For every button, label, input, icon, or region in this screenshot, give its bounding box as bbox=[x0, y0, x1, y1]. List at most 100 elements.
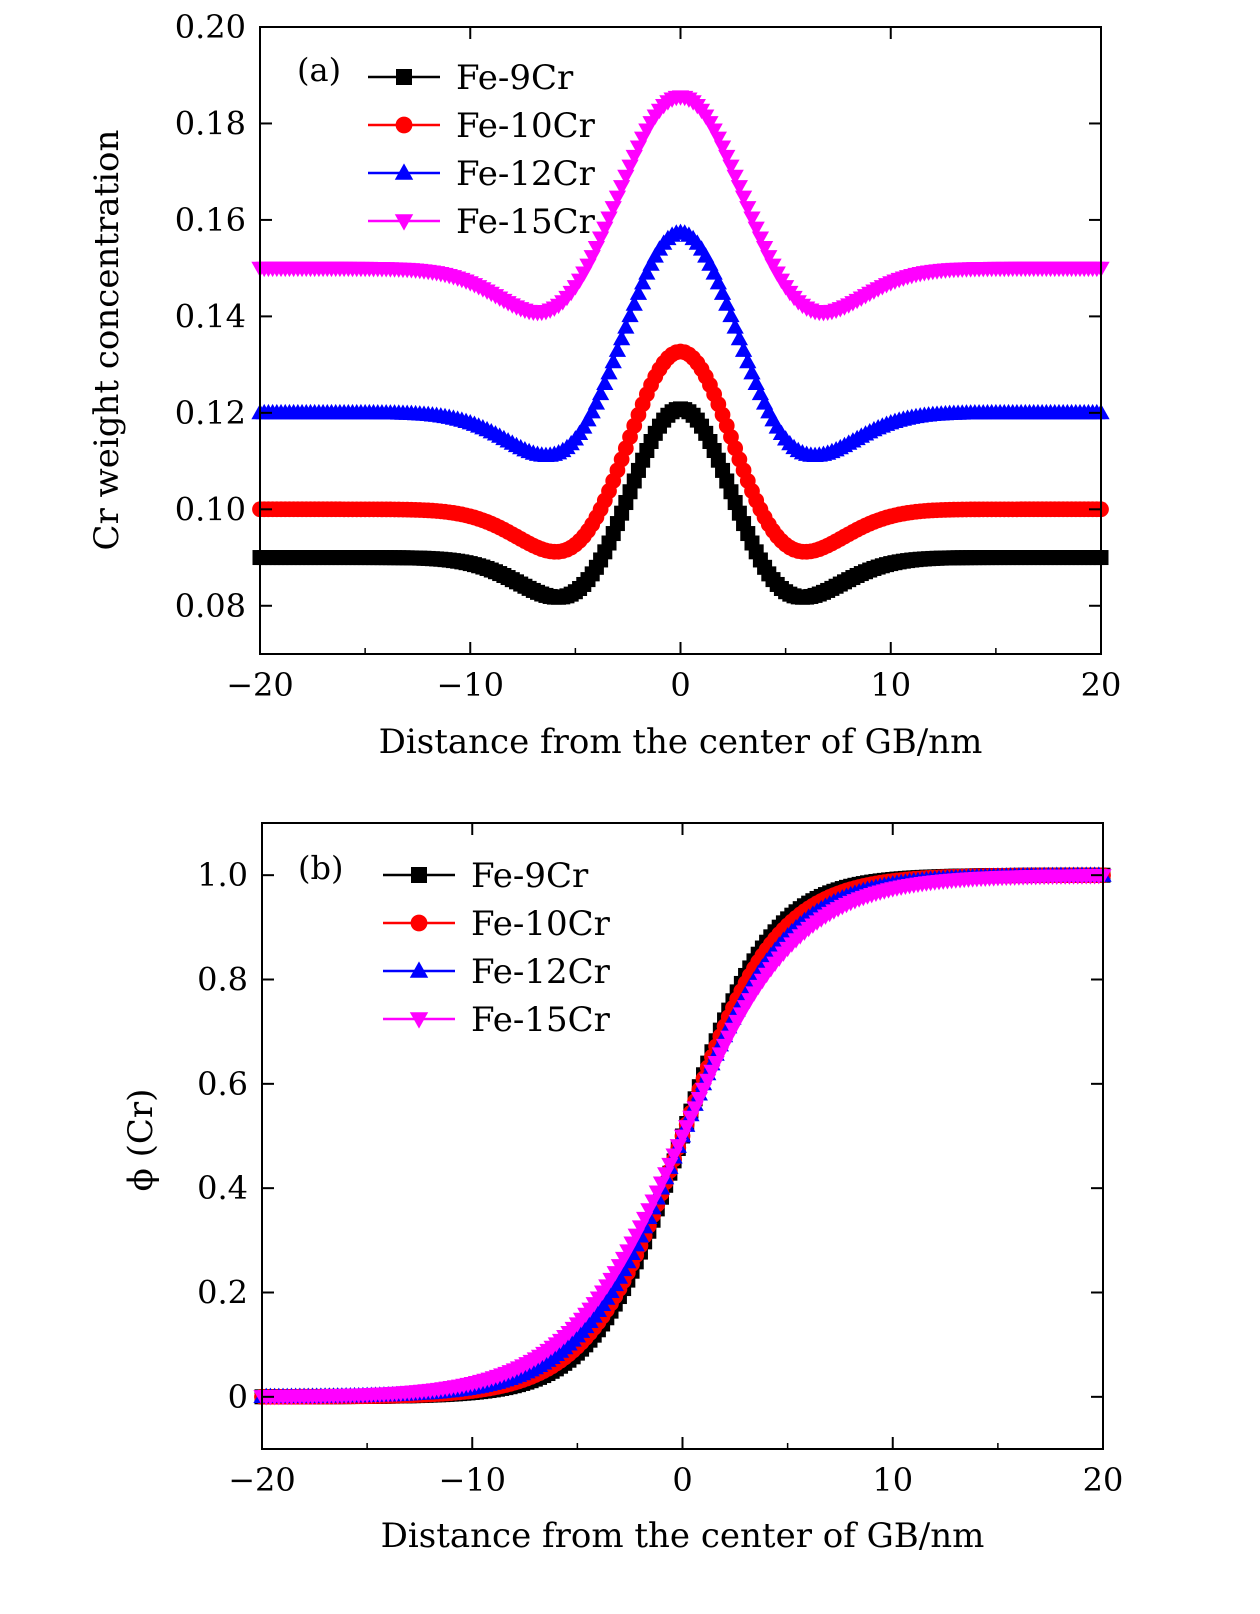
x-tick-label: 0 bbox=[670, 666, 690, 704]
data-point bbox=[621, 306, 639, 323]
data-point bbox=[755, 241, 774, 257]
data-point bbox=[730, 329, 748, 346]
chart-panel-a: −20 −10 0 10 20 0.08 0.10 0.12 0.14 0.16 0.18 0.20 D… bbox=[87, 8, 1121, 762]
x-tick-label: −20 bbox=[226, 666, 294, 704]
y-tick-label: 0.18 bbox=[175, 104, 246, 142]
panel-label: (b) bbox=[298, 849, 343, 887]
series-line-fe-15cr bbox=[260, 95, 1101, 314]
x-tick-label: 20 bbox=[1081, 666, 1122, 704]
legend-item-fe-12cr: Fe-12Cr bbox=[383, 952, 611, 992]
data-point bbox=[726, 318, 744, 334]
data-point bbox=[600, 363, 618, 380]
data-point bbox=[583, 403, 601, 419]
data-point bbox=[718, 149, 736, 166]
legend-item-fe-12cr: Fe-12Cr bbox=[368, 154, 596, 194]
data-point bbox=[734, 190, 753, 206]
data-point bbox=[730, 180, 748, 196]
y-tick-label: 0.10 bbox=[175, 490, 246, 528]
series-fe-15cr bbox=[251, 90, 1110, 322]
data-point bbox=[713, 140, 732, 156]
legend-marker bbox=[409, 1012, 429, 1029]
y-tick-label: 1.0 bbox=[197, 856, 248, 894]
data-point bbox=[604, 352, 622, 369]
data-point bbox=[638, 264, 656, 280]
legend: Fe-9Cr Fe-10Cr Fe-12Cr Fe-15Cr bbox=[383, 856, 611, 1040]
x-tick-label: 20 bbox=[1083, 1461, 1124, 1499]
data-point bbox=[709, 131, 727, 148]
data-point bbox=[596, 374, 614, 390]
y-tick-label: 0.08 bbox=[175, 587, 246, 625]
x-axis-title: Distance from the center of GB/nm bbox=[381, 1516, 985, 1556]
legend-label: Fe-10Cr bbox=[456, 106, 596, 146]
x-axis-title: Distance from the center of GB/nm bbox=[379, 722, 983, 762]
x-tick-label: 0 bbox=[672, 1461, 692, 1499]
data-point bbox=[608, 341, 627, 357]
legend-item-fe-15cr: Fe-15Cr bbox=[383, 1000, 611, 1040]
legend-marker bbox=[395, 116, 413, 134]
data-point bbox=[587, 394, 606, 410]
series-fe-12cr bbox=[251, 223, 1110, 462]
legend: Fe-9Cr Fe-10Cr Fe-12Cr Fe-15Cr bbox=[368, 58, 596, 242]
data-point bbox=[751, 231, 770, 247]
data-point bbox=[642, 255, 660, 271]
panel-label: (a) bbox=[297, 51, 341, 89]
legend-item-fe-10cr: Fe-10Cr bbox=[368, 106, 596, 146]
legend-marker bbox=[394, 214, 414, 231]
legend-label: Fe-10Cr bbox=[471, 904, 611, 944]
data-point bbox=[629, 284, 648, 300]
x-tick-label: −10 bbox=[436, 666, 504, 704]
y-tick-label: 0 bbox=[228, 1378, 248, 1416]
legend-item-fe-10cr: Fe-10Cr bbox=[383, 904, 611, 944]
data-point bbox=[722, 306, 740, 323]
data-point bbox=[705, 123, 723, 139]
chart-panel-b: −20 −10 0 10 20 0 0.2 0.4 0.6 0.8 1.0 Distance from… bbox=[121, 822, 1124, 1556]
y-tick-label: 0.12 bbox=[175, 394, 246, 432]
series-fe-9cr bbox=[252, 401, 1109, 605]
y-tick-label: 0.14 bbox=[175, 297, 246, 335]
data-point bbox=[617, 318, 635, 334]
series-fe-10cr bbox=[252, 343, 1109, 560]
legend-marker bbox=[410, 914, 428, 932]
data-point bbox=[591, 384, 610, 401]
data-point bbox=[743, 211, 761, 227]
data-point bbox=[760, 250, 778, 266]
data-point bbox=[739, 201, 757, 217]
x-tick-label: −20 bbox=[228, 1461, 296, 1499]
series-fe-15cr bbox=[253, 869, 1112, 1406]
data-point bbox=[747, 221, 765, 238]
legend-item-fe-15cr: Fe-15Cr bbox=[368, 202, 596, 242]
y-axis-title: ϕ (Cr) bbox=[121, 1089, 161, 1192]
data-point bbox=[726, 169, 744, 186]
data-point bbox=[734, 341, 753, 357]
legend-marker bbox=[411, 867, 427, 883]
data-point bbox=[625, 295, 643, 311]
legend-item-fe-9cr: Fe-9Cr bbox=[368, 58, 574, 98]
data-point bbox=[722, 159, 740, 175]
legend-label: Fe-12Cr bbox=[456, 154, 596, 194]
data-point bbox=[634, 274, 652, 290]
y-axis-title: Cr weight concentration bbox=[87, 130, 127, 551]
x-tick-label: −10 bbox=[438, 1461, 506, 1499]
y-tick-label: 0.2 bbox=[197, 1274, 248, 1312]
series-line-fe-10cr bbox=[260, 350, 1101, 553]
x-tick-label: 10 bbox=[870, 666, 911, 704]
legend-label: Fe-15Cr bbox=[456, 202, 596, 242]
data-point bbox=[764, 258, 782, 274]
y-tick-label: 0.8 bbox=[197, 961, 248, 999]
y-tick-label: 0.6 bbox=[197, 1065, 248, 1103]
legend-label: Fe-9Cr bbox=[456, 58, 574, 98]
data-point bbox=[613, 329, 631, 346]
y-tick-label: 0.20 bbox=[175, 8, 246, 46]
x-tick-label: 10 bbox=[872, 1461, 913, 1499]
y-tick-label: 0.4 bbox=[197, 1169, 248, 1207]
legend-item-fe-9cr: Fe-9Cr bbox=[383, 856, 589, 896]
y-tick-label: 0.16 bbox=[175, 201, 246, 239]
legend-label: Fe-12Cr bbox=[471, 952, 611, 992]
legend-marker bbox=[396, 69, 412, 85]
legend-marker bbox=[409, 961, 429, 978]
legend-label: Fe-9Cr bbox=[471, 856, 589, 896]
data-point bbox=[579, 411, 597, 427]
legend-label: Fe-15Cr bbox=[471, 1000, 611, 1040]
legend-marker bbox=[394, 163, 414, 180]
